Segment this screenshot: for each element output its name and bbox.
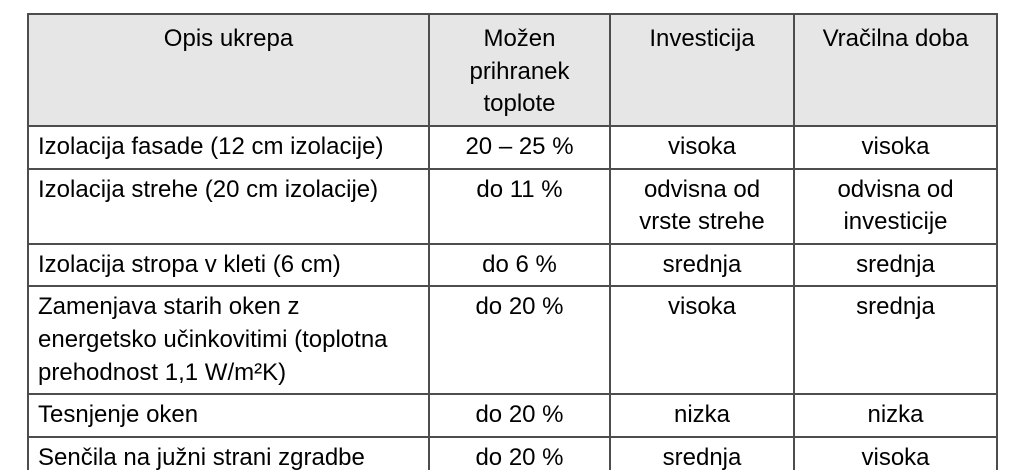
payback-cell: visoka [793, 124, 998, 170]
table-row: Izolacija stropa v kleti (6 cm) do 6 % sre… [27, 242, 998, 288]
investment-cell: odvisna od vrste strehe [609, 167, 795, 245]
savings-cell: do 20 % [428, 285, 611, 396]
measure-description-cell: Izolacija fasade (12 cm izolacije) [27, 124, 430, 170]
payback-cell: srednja [793, 285, 998, 396]
investment-cell: srednja [609, 242, 795, 288]
measure-description-cell: Tesnjenje oken [27, 393, 430, 438]
savings-cell: do 11 % [428, 167, 611, 245]
investment-cell: visoka [609, 285, 795, 396]
savings-cell: do 20 % [428, 435, 611, 470]
payback-cell: odvisna od investicije [793, 167, 998, 245]
table-row: Zamenjava starih oken z energetsko učink… [27, 285, 998, 396]
savings-cell: do 6 % [428, 242, 611, 288]
table-body: Izolacija fasade (12 cm izolacije) 20 – 2… [27, 124, 998, 470]
savings-cell: 20 – 25 % [428, 124, 611, 170]
energy-measures-table: Opis ukrepa Možen prihranek toplote Inve… [27, 13, 998, 470]
column-header-payback: Vračilna doba [793, 13, 998, 127]
table-header: Opis ukrepa Možen prihranek toplote Inve… [27, 13, 998, 127]
payback-cell: srednja [793, 242, 998, 288]
column-header-investment: Investicija [609, 13, 795, 127]
measure-description-cell: Izolacija stropa v kleti (6 cm) [27, 242, 430, 288]
table-row: Izolacija fasade (12 cm izolacije) 20 – 2… [27, 124, 998, 170]
investment-cell: visoka [609, 124, 795, 170]
measure-description-cell: Izolacija strehe (20 cm izolacije) [27, 167, 430, 245]
column-header-measure: Opis ukrepa [27, 13, 430, 127]
investment-cell: srednja [609, 435, 795, 470]
measure-description-cell: Zamenjava starih oken z energetsko učink… [27, 285, 430, 396]
column-header-savings: Možen prihranek toplote [428, 13, 611, 127]
table-row: Tesnjenje oken do 20 % nizka nizka [27, 393, 998, 438]
header-row: Opis ukrepa Možen prihranek toplote Inve… [27, 13, 998, 127]
measure-description-cell: Senčila na južni strani zgradbe [27, 435, 430, 470]
table-row: Izolacija strehe (20 cm izolacije) do 11 … [27, 167, 998, 245]
payback-cell: visoka [793, 435, 998, 470]
table-row: Senčila na južni strani zgradbe do 20 % sr… [27, 435, 998, 470]
payback-cell: nizka [793, 393, 998, 438]
investment-cell: nizka [609, 393, 795, 438]
savings-cell: do 20 % [428, 393, 611, 438]
